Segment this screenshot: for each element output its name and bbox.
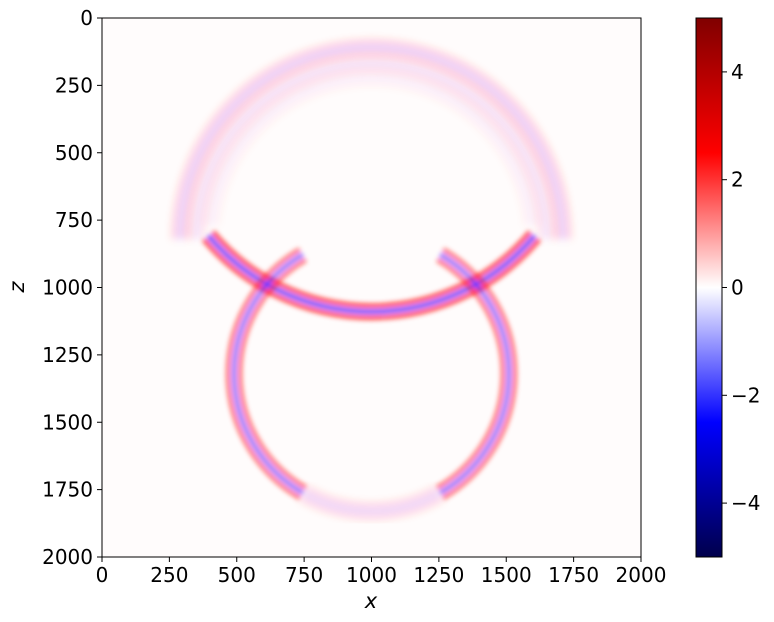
colorbar-ticks: −4 −2 0 2 4 <box>722 60 760 515</box>
y-tick-label: 1250 <box>42 343 93 367</box>
plot-background <box>102 18 641 557</box>
x-tick-label: 0 <box>96 563 109 587</box>
x-tick-label: 1750 <box>548 563 599 587</box>
wavefront-arc <box>171 39 572 239</box>
y-tick-label: 250 <box>55 73 93 97</box>
wavefront-arc <box>201 230 542 321</box>
y-axis: 0 250 500 750 1000 1250 1500 1750 2000 <box>42 6 102 569</box>
x-tick-label: 1250 <box>413 563 464 587</box>
colorbar-gradient <box>695 17 723 558</box>
x-tick-label: 250 <box>150 563 188 587</box>
colorbar: −4 −2 0 2 4 <box>695 17 760 558</box>
y-tick-label: 2000 <box>42 545 93 569</box>
y-tick-label: 0 <box>80 6 93 30</box>
colorbar-tick-label: 0 <box>731 276 744 300</box>
x-tick-label: 500 <box>218 563 256 587</box>
y-tick-label: 1500 <box>42 410 93 434</box>
x-tick-label: 750 <box>285 563 323 587</box>
y-tick-label: 1750 <box>42 478 93 502</box>
y-axis-label: z <box>5 281 29 294</box>
wavefront-arc <box>435 247 518 501</box>
colorbar-tick-label: −2 <box>731 383 760 407</box>
colorbar-tick-label: 4 <box>731 60 744 84</box>
colorbar-tick-label: 2 <box>731 168 744 192</box>
x-tick-label: 1000 <box>346 563 397 587</box>
x-tick-label: 1500 <box>481 563 532 587</box>
x-axis-label: x <box>364 589 378 613</box>
wavefront-arc <box>225 247 308 501</box>
y-tick-label: 1000 <box>42 276 93 300</box>
x-axis: 0 250 500 750 1000 1250 1500 1750 2000 <box>96 557 667 587</box>
wavefront-arc <box>298 485 445 520</box>
wavefront-arc <box>201 68 542 226</box>
wavefield <box>171 39 572 520</box>
y-tick-label: 500 <box>55 141 93 165</box>
y-tick-label: 750 <box>55 208 93 232</box>
colorbar-tick-label: −4 <box>731 491 760 515</box>
x-tick-label: 2000 <box>616 563 667 587</box>
